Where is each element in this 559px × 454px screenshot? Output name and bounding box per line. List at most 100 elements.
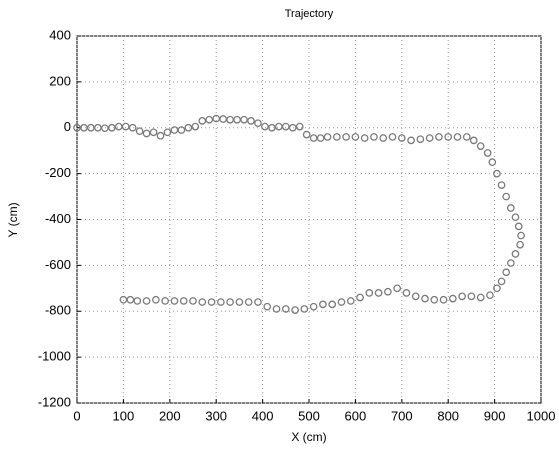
point	[247, 117, 255, 125]
point	[483, 149, 492, 157]
point	[453, 133, 462, 141]
point	[323, 133, 332, 141]
point	[295, 122, 304, 131]
point	[517, 231, 525, 240]
point	[342, 133, 350, 141]
point	[300, 305, 309, 313]
point	[179, 297, 188, 305]
point	[121, 122, 130, 131]
point	[497, 181, 506, 189]
y-tick-label: -200	[45, 165, 71, 180]
point	[351, 133, 360, 141]
point	[189, 297, 197, 305]
point	[502, 192, 511, 201]
x-tick-label: 0	[73, 408, 80, 423]
point	[114, 122, 123, 131]
point	[107, 123, 116, 132]
point	[291, 306, 299, 314]
point	[100, 124, 109, 133]
x-tick-label: 900	[484, 408, 506, 423]
point	[356, 293, 364, 302]
x-tick-label: 1000	[527, 408, 556, 423]
point	[511, 250, 520, 258]
y-tick-label: 400	[49, 27, 71, 42]
point	[388, 133, 397, 141]
point	[272, 305, 281, 313]
point	[402, 289, 411, 297]
point	[430, 295, 439, 304]
point	[316, 134, 325, 142]
point	[448, 294, 457, 303]
point	[177, 126, 186, 134]
point	[288, 123, 297, 132]
point	[244, 298, 253, 306]
point	[393, 284, 402, 293]
x-tick-label: 700	[391, 408, 413, 423]
point	[486, 291, 494, 300]
y-tick-label: -1000	[38, 349, 71, 364]
point	[240, 115, 248, 124]
point	[281, 305, 290, 313]
point	[328, 300, 337, 309]
y-axis-label: Y (cm)	[6, 202, 20, 237]
point	[337, 298, 346, 306]
point	[261, 122, 269, 131]
point	[502, 268, 511, 277]
point	[161, 297, 170, 305]
point	[407, 136, 415, 145]
point	[254, 119, 262, 128]
point	[184, 123, 193, 132]
y-tick-label: 200	[49, 73, 71, 88]
point	[493, 169, 501, 178]
point	[384, 287, 392, 296]
y-tick-label: -1200	[38, 394, 71, 409]
point	[233, 115, 241, 124]
point	[319, 300, 327, 309]
point	[128, 123, 137, 132]
point	[346, 297, 355, 305]
point	[119, 295, 128, 304]
point	[435, 133, 443, 141]
y-tick-label: 0	[64, 119, 71, 134]
point	[205, 115, 214, 124]
point	[360, 134, 369, 142]
point	[156, 131, 165, 140]
x-tick-label: 600	[345, 408, 367, 423]
point	[506, 259, 515, 267]
point	[421, 294, 429, 303]
point	[216, 298, 225, 306]
x-tick-label: 400	[252, 408, 274, 423]
point	[309, 134, 318, 142]
point	[198, 298, 207, 306]
y-tick-label: -600	[45, 257, 71, 272]
point	[281, 122, 290, 131]
point	[135, 127, 144, 136]
point	[274, 122, 283, 131]
point	[458, 292, 466, 301]
point	[497, 277, 506, 286]
x-tick-label: 100	[113, 408, 135, 423]
point	[226, 298, 234, 306]
point	[370, 133, 378, 141]
point	[152, 295, 160, 304]
point	[425, 134, 434, 142]
point	[374, 289, 383, 297]
point	[219, 115, 228, 123]
point	[439, 295, 448, 304]
point	[254, 298, 262, 306]
point	[397, 134, 406, 142]
x-tick-label: 200	[159, 408, 181, 423]
point	[235, 298, 244, 306]
point	[516, 240, 524, 249]
point	[142, 129, 151, 138]
point	[207, 298, 216, 306]
y-tick-label: -800	[45, 303, 71, 318]
point	[302, 130, 311, 139]
chart-title: Trajectory	[285, 8, 334, 20]
point	[170, 126, 179, 134]
point	[142, 297, 151, 305]
point	[379, 134, 388, 142]
point	[191, 122, 200, 131]
point	[506, 204, 515, 212]
